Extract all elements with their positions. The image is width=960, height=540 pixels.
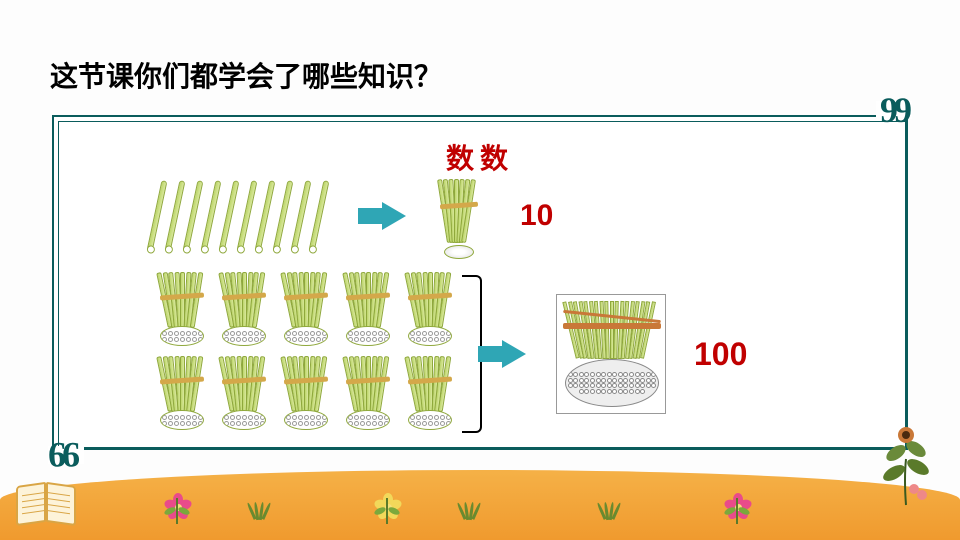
- bundle-item: [278, 356, 334, 434]
- page-title: 这节课你们都学会了哪些知识？: [50, 55, 442, 95]
- bundle-item: [154, 272, 210, 350]
- number-ten: 10: [520, 199, 553, 233]
- content-box: 99 99 数数 10 100: [52, 115, 908, 450]
- bundle-item: [154, 356, 210, 434]
- bundle-of-ten: [442, 179, 476, 253]
- bundle-item: [402, 356, 458, 434]
- row-ten-bundles: 100: [154, 272, 747, 436]
- bundle-item: [216, 272, 272, 350]
- quote-decoration-tr: 99: [876, 101, 912, 119]
- subtitle: 数数: [446, 137, 514, 177]
- bundle-item: [340, 356, 396, 434]
- single-sticks-group: [154, 180, 322, 252]
- bundle-item: [402, 272, 458, 350]
- bundles-grid: [154, 272, 458, 436]
- book-icon: [14, 484, 78, 528]
- bundle-item: [278, 272, 334, 350]
- arrow-icon: [382, 202, 406, 230]
- bundle-item: [216, 356, 272, 434]
- number-hundred: 100: [694, 336, 747, 373]
- arrow-icon: [502, 340, 526, 368]
- bundle-item: [340, 272, 396, 350]
- row-ten-sticks: 10: [154, 179, 553, 253]
- quote-decoration-bl: 99: [48, 446, 84, 464]
- plant-decoration: [866, 419, 946, 514]
- bundle-of-hundred: [556, 294, 666, 414]
